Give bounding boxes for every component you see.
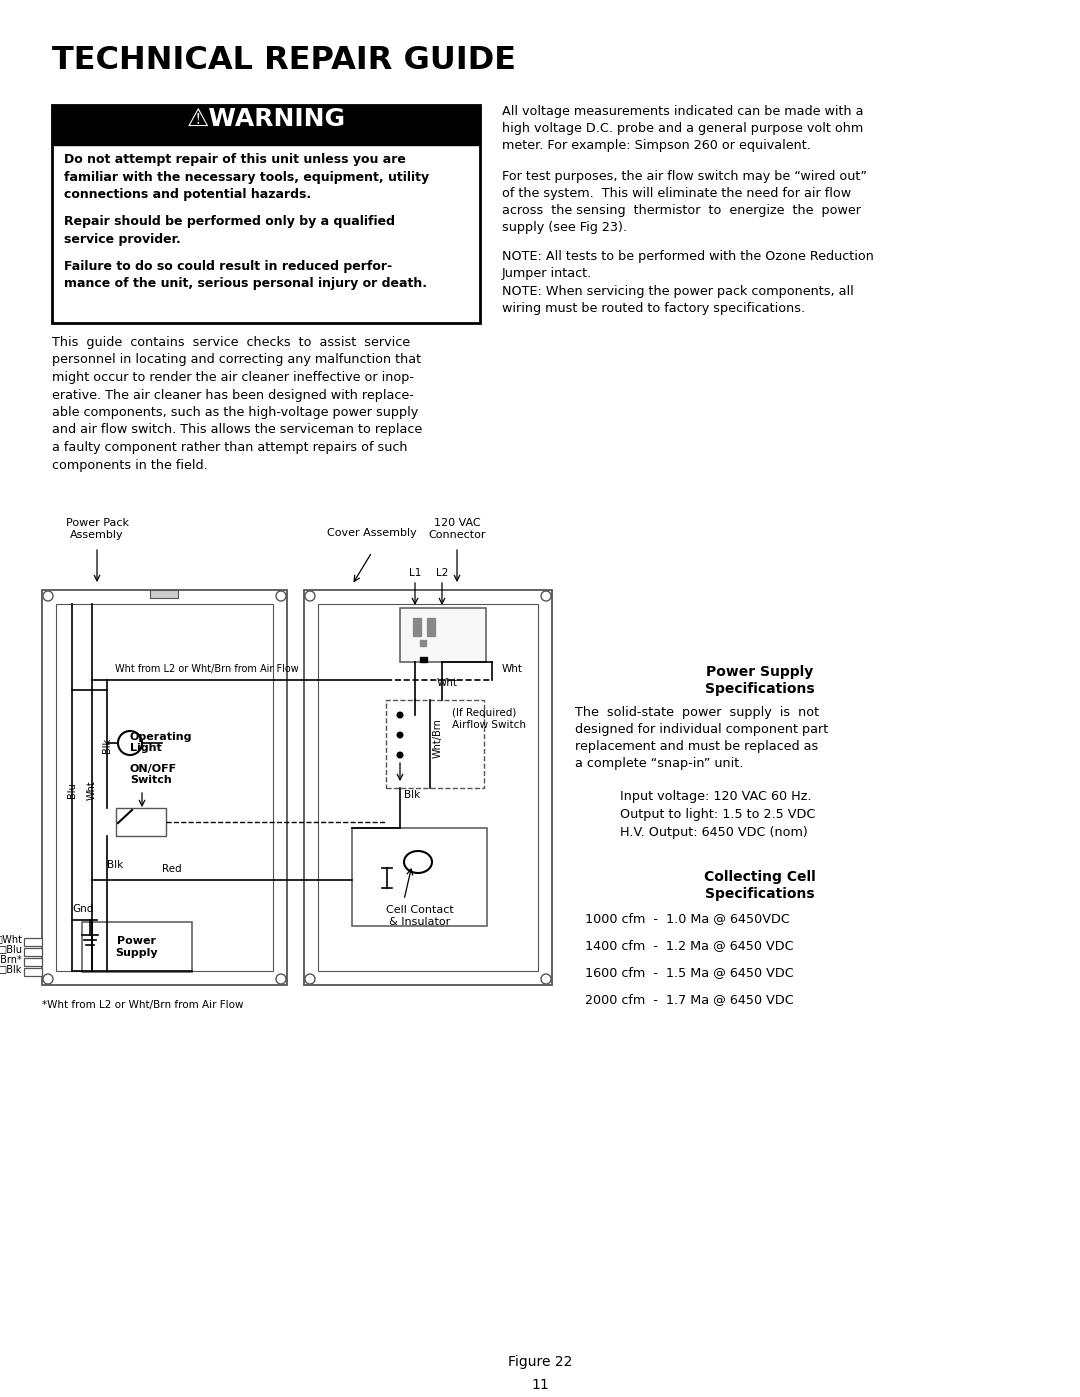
Text: ON/OFF: ON/OFF bbox=[130, 764, 177, 774]
Text: Wht: Wht bbox=[437, 678, 458, 687]
Text: Cell Contact
& Insulator: Cell Contact & Insulator bbox=[387, 905, 454, 928]
Bar bbox=[386, 700, 484, 788]
Text: Power
Supply: Power Supply bbox=[116, 936, 159, 958]
Text: H.V. Output: 6450 VDC (nom): H.V. Output: 6450 VDC (nom) bbox=[620, 826, 808, 840]
Bar bbox=[42, 590, 287, 985]
Text: For test purposes, the air flow switch may be “wired out”
of the system.  This w: For test purposes, the air flow switch m… bbox=[502, 170, 867, 235]
Text: 1400 cfm  -  1.2 Ma @ 6450 VDC: 1400 cfm - 1.2 Ma @ 6450 VDC bbox=[585, 939, 794, 951]
Text: □Blk: □Blk bbox=[0, 965, 22, 975]
Bar bbox=[52, 105, 480, 145]
Text: Wht: Wht bbox=[87, 780, 97, 800]
Bar bbox=[420, 640, 426, 645]
Text: NOTE: When servicing the power pack components, all
wiring must be routed to fac: NOTE: When servicing the power pack comp… bbox=[502, 285, 854, 314]
Text: 11: 11 bbox=[531, 1377, 549, 1391]
Bar bbox=[24, 958, 42, 965]
Bar bbox=[24, 949, 42, 956]
Bar bbox=[116, 807, 166, 835]
Text: Red: Red bbox=[162, 863, 181, 875]
Text: Failure to do so could result in reduced perfor-
mance of the unit, serious pers: Failure to do so could result in reduced… bbox=[64, 260, 427, 291]
Text: Input voltage: 120 VAC 60 Hz.: Input voltage: 120 VAC 60 Hz. bbox=[620, 789, 811, 803]
Bar bbox=[420, 657, 427, 662]
Text: NOTE: All tests to be performed with the Ozone Reduction
Jumper intact.: NOTE: All tests to be performed with the… bbox=[502, 250, 874, 279]
Bar bbox=[52, 105, 480, 323]
Text: Gnd: Gnd bbox=[72, 904, 93, 914]
Text: *Wht from L2 or Wht/Brn from Air Flow: *Wht from L2 or Wht/Brn from Air Flow bbox=[42, 1000, 243, 1010]
Text: Cover Assembly: Cover Assembly bbox=[327, 528, 417, 538]
Text: The  solid-state  power  supply  is  not
designed for individual component part
: The solid-state power supply is not desi… bbox=[575, 705, 828, 770]
Text: Power Pack
Assembly: Power Pack Assembly bbox=[66, 518, 129, 541]
Circle shape bbox=[396, 711, 404, 718]
Bar bbox=[150, 590, 178, 598]
Text: Wht: Wht bbox=[502, 664, 523, 673]
Bar bbox=[427, 617, 435, 636]
Text: 1000 cfm  -  1.0 Ma @ 6450VDC: 1000 cfm - 1.0 Ma @ 6450VDC bbox=[585, 912, 789, 925]
Text: Operating: Operating bbox=[130, 732, 192, 742]
Bar bbox=[318, 604, 538, 971]
Text: □Blu: □Blu bbox=[0, 944, 22, 956]
Text: Figure 22: Figure 22 bbox=[508, 1355, 572, 1369]
Text: Blk: Blk bbox=[404, 789, 420, 800]
Text: Repair should be performed only by a qualified
service provider.: Repair should be performed only by a qua… bbox=[64, 215, 395, 246]
Text: 2000 cfm  -  1.7 Ma @ 6450 VDC: 2000 cfm - 1.7 Ma @ 6450 VDC bbox=[585, 993, 794, 1006]
Circle shape bbox=[396, 732, 404, 739]
Text: Wht from L2 or Wht/Brn from Air Flow: Wht from L2 or Wht/Brn from Air Flow bbox=[116, 664, 299, 673]
Text: TECHNICAL REPAIR GUIDE: TECHNICAL REPAIR GUIDE bbox=[52, 45, 516, 75]
Text: This  guide  contains  service  checks  to  assist  service
personnel in locatin: This guide contains service checks to as… bbox=[52, 337, 422, 472]
Text: Blk: Blk bbox=[107, 861, 123, 870]
Bar bbox=[24, 968, 42, 977]
Text: Blu: Blu bbox=[67, 782, 77, 798]
Text: □Wht or Wht/Brn*: □Wht or Wht/Brn* bbox=[0, 956, 22, 965]
Text: ⚠WARNING: ⚠WARNING bbox=[187, 108, 346, 131]
Bar bbox=[413, 617, 421, 636]
Bar bbox=[303, 590, 552, 985]
Text: (If Required): (If Required) bbox=[453, 708, 516, 718]
Bar bbox=[56, 604, 273, 971]
Text: Collecting Cell
Specifications: Collecting Cell Specifications bbox=[704, 870, 815, 901]
Bar bbox=[24, 937, 42, 946]
Text: Blk: Blk bbox=[102, 738, 112, 753]
Text: All voltage measurements indicated can be made with a
high voltage D.C. probe an: All voltage measurements indicated can b… bbox=[502, 105, 864, 152]
Text: Airflow Switch: Airflow Switch bbox=[453, 719, 526, 731]
Text: Do not attempt repair of this unit unless you are
familiar with the necessary to: Do not attempt repair of this unit unles… bbox=[64, 154, 429, 201]
Bar bbox=[400, 608, 486, 662]
Text: Output to light: 1.5 to 2.5 VDC: Output to light: 1.5 to 2.5 VDC bbox=[620, 807, 815, 821]
Bar bbox=[352, 828, 487, 926]
Text: 120 VAC
Connector: 120 VAC Connector bbox=[429, 518, 486, 541]
Text: 1600 cfm  -  1.5 Ma @ 6450 VDC: 1600 cfm - 1.5 Ma @ 6450 VDC bbox=[585, 965, 794, 979]
Text: L2: L2 bbox=[436, 569, 448, 578]
Text: L1: L1 bbox=[409, 569, 421, 578]
Bar bbox=[82, 922, 192, 972]
Text: Power Supply
Specifications: Power Supply Specifications bbox=[705, 665, 814, 696]
Text: □Wht: □Wht bbox=[0, 935, 22, 944]
Text: Switch: Switch bbox=[130, 775, 172, 785]
Text: Light: Light bbox=[130, 743, 162, 753]
Circle shape bbox=[396, 752, 404, 759]
Text: Wht/Brn: Wht/Brn bbox=[433, 718, 443, 759]
